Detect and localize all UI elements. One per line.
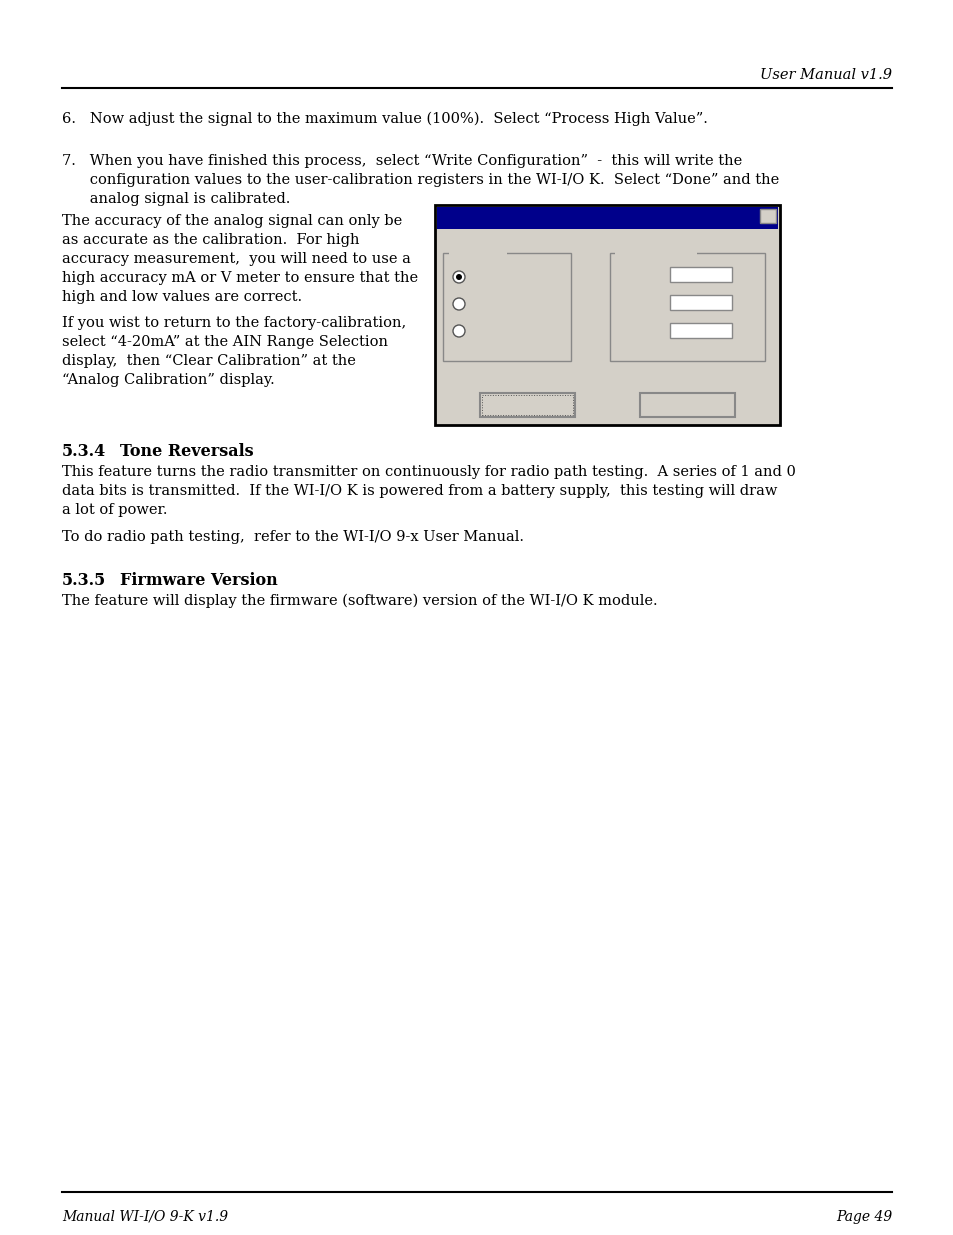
Text: Select Ain Max & Min Range:: Select Ain Max & Min Range: — [498, 233, 714, 247]
Text: 4 - 20 mA: 4 - 20 mA — [469, 272, 526, 285]
Text: Page 49: Page 49 — [835, 1210, 891, 1224]
Text: analog signal is calibrated.: analog signal is calibrated. — [62, 191, 290, 206]
Text: 5.3.4: 5.3.4 — [62, 443, 106, 459]
Text: 6.   Now adjust the signal to the maximum value (100%).  Select “Process High Va: 6. Now adjust the signal to the maximum … — [62, 112, 707, 126]
Bar — [609, 253, 764, 361]
Bar — [760, 209, 775, 224]
Bar — [669, 267, 731, 282]
Text: If you wist to return to the factory-calibration,: If you wist to return to the factory-cal… — [62, 316, 406, 330]
Bar — [442, 253, 571, 361]
Text: “Analog Calibration” display.: “Analog Calibration” display. — [62, 373, 274, 387]
Text: 0 - 10 V: 0 - 10 V — [469, 326, 515, 338]
Text: data bits is transmitted.  If the WI-I/O K is powered from a battery supply,  th: data bits is transmitted. If the WI-I/O … — [62, 484, 777, 498]
Text: 0 -  5V: 0 - 5V — [469, 299, 507, 312]
Text: OR: OR — [584, 299, 608, 314]
Bar — [639, 393, 734, 417]
Circle shape — [453, 298, 464, 310]
Text: Low Value:: Low Value: — [615, 269, 678, 282]
Text: Custom Ain Range:: Custom Ain Range: — [616, 247, 721, 257]
Text: ✖ Cancel: ✖ Cancel — [658, 398, 715, 411]
Bar — [481, 395, 573, 415]
Text: Firmware Version: Firmware Version — [120, 572, 277, 589]
Text: User Manual v1.9: User Manual v1.9 — [760, 68, 891, 82]
Text: Units:: Units: — [615, 325, 649, 338]
Circle shape — [456, 274, 461, 280]
Text: ✔ OK: ✔ OK — [510, 398, 542, 411]
Text: select “4-20mA” at the AIN Range Selection: select “4-20mA” at the AIN Range Selecti… — [62, 335, 388, 350]
Text: 5.3.5: 5.3.5 — [62, 572, 106, 589]
Text: This feature turns the radio transmitter on continuously for radio path testing.: This feature turns the radio transmitter… — [62, 466, 795, 479]
Bar — [669, 324, 731, 338]
Text: configuration values to the user-calibration registers in the WI-I/O K.  Select : configuration values to the user-calibra… — [62, 173, 779, 186]
Text: High Value:: High Value: — [615, 296, 681, 310]
Text: display,  then “Clear Calibration” at the: display, then “Clear Calibration” at the — [62, 354, 355, 368]
Text: Ain Range:: Ain Range: — [450, 247, 510, 257]
Text: high and low values are correct.: high and low values are correct. — [62, 290, 302, 304]
Text: accuracy measurement,  you will need to use a: accuracy measurement, you will need to u… — [62, 252, 411, 266]
Bar — [669, 295, 731, 310]
Text: The accuracy of the analog signal can only be: The accuracy of the analog signal can on… — [62, 214, 402, 228]
Circle shape — [453, 270, 464, 283]
Bar — [615, 247, 697, 259]
Bar — [435, 205, 780, 425]
Bar — [449, 247, 506, 259]
Text: as accurate as the calibration.  For high: as accurate as the calibration. For high — [62, 233, 359, 247]
Text: Tone Reversals: Tone Reversals — [120, 443, 253, 459]
Text: X: X — [763, 210, 771, 220]
Text: To do radio path testing,  refer to the WI-I/O 9-x User Manual.: To do radio path testing, refer to the W… — [62, 530, 523, 543]
Text: a lot of power.: a lot of power. — [62, 503, 168, 517]
Text: The feature will display the firmware (software) version of the WI-I/O K module.: The feature will display the firmware (s… — [62, 594, 657, 609]
Bar — [479, 393, 575, 417]
Text: 7.   When you have finished this process,  select “Write Configuration”  -  this: 7. When you have finished this process, … — [62, 154, 741, 168]
Circle shape — [453, 325, 464, 337]
Text: Manual WI-I/O 9-K v1.9: Manual WI-I/O 9-K v1.9 — [62, 1210, 228, 1224]
Text: AIN Range Selection: AIN Range Selection — [442, 207, 595, 221]
Bar — [436, 207, 778, 228]
Text: high accuracy mA or V meter to ensure that the: high accuracy mA or V meter to ensure th… — [62, 270, 417, 285]
